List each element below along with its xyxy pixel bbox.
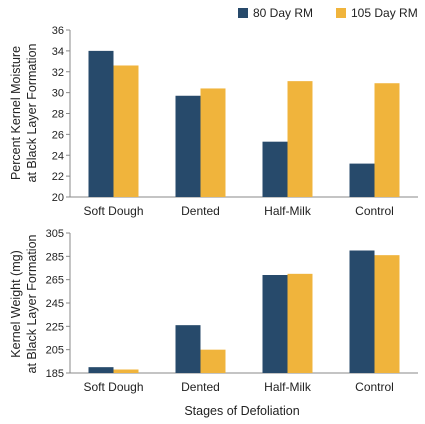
moisture-y-axis-label-line1: Percent Kernel Moisture [9, 46, 23, 180]
moisture-bar-105-day [287, 81, 313, 197]
weight-bar-80-day [262, 275, 288, 373]
weight-bar-80-day [175, 325, 201, 373]
moisture-y-tick-label: 28 [52, 109, 64, 121]
legend: 80 Day RM 105 Day RM [238, 6, 418, 20]
moisture-bar-105-day [113, 65, 139, 197]
weight-category-label: Dented [181, 380, 220, 394]
moisture-y-tick-label: 20 [52, 192, 64, 204]
moisture-y-tick-label: 24 [52, 150, 64, 162]
moisture-y-axis-label-line2: at Black Layer Formation [25, 43, 39, 182]
moisture-category-label: Soft Dough [83, 204, 143, 218]
moisture-bar-105-day [200, 88, 226, 197]
moisture-chart: Percent Kernel Moisture at Black Layer F… [9, 25, 418, 218]
moisture-bar-80-day [262, 141, 288, 197]
weight-y-tick-label: 185 [46, 368, 64, 380]
moisture-category-label: Dented [181, 204, 220, 218]
weight-chart: Kernel Weight (mg) at Black Layer Format… [9, 228, 418, 394]
moisture-bar-105-day [374, 83, 400, 197]
moisture-y-axis-label: Percent Kernel Moisture at Black Layer F… [9, 43, 39, 182]
moisture-category-label: Half-Milk [264, 204, 312, 218]
weight-y-tick-label: 305 [46, 228, 64, 240]
moisture-y-tick-label: 26 [52, 129, 64, 141]
moisture-bar-80-day [88, 50, 114, 197]
weight-bar-105-day [200, 349, 226, 373]
weight-y-axis-label-line2: at Black Layer Formation [25, 234, 39, 373]
weight-y-tick-label: 245 [46, 298, 64, 310]
weight-y-tick-label: 265 [46, 275, 64, 287]
moisture-bar-80-day [349, 163, 375, 197]
legend-swatch-80-day [238, 8, 248, 18]
legend-swatch-105-day [336, 8, 346, 18]
moisture-y-tick-label: 32 [52, 67, 64, 79]
moisture-y-tick-label: 30 [52, 88, 64, 100]
moisture-y-tick-label: 34 [52, 46, 64, 58]
legend-label-80-day: 80 Day RM [253, 6, 313, 20]
moisture-bar-80-day [175, 95, 201, 197]
weight-category-label: Control [355, 380, 394, 394]
weight-y-axis-label: Kernel Weight (mg) at Black Layer Format… [9, 234, 39, 373]
weight-bar-105-day [113, 369, 139, 373]
weight-bar-80-day [88, 367, 114, 373]
moisture-y-tick-label: 36 [52, 25, 64, 37]
legend-label-105-day: 105 Day RM [351, 6, 418, 20]
weight-y-tick-label: 225 [46, 321, 64, 333]
moisture-category-label: Control [355, 204, 394, 218]
weight-y-tick-label: 285 [46, 251, 64, 263]
weight-y-tick-label: 205 [46, 345, 64, 357]
x-axis-label: Stages of Defoliation [184, 404, 299, 418]
weight-bar-80-day [349, 250, 375, 373]
weight-bar-105-day [287, 273, 313, 373]
moisture-y-tick-label: 22 [52, 171, 64, 183]
weight-y-axis-label-line1: Kernel Weight (mg) [9, 250, 23, 357]
weight-category-label: Half-Milk [264, 380, 312, 394]
weight-category-label: Soft Dough [83, 380, 143, 394]
weight-bar-105-day [374, 255, 400, 373]
